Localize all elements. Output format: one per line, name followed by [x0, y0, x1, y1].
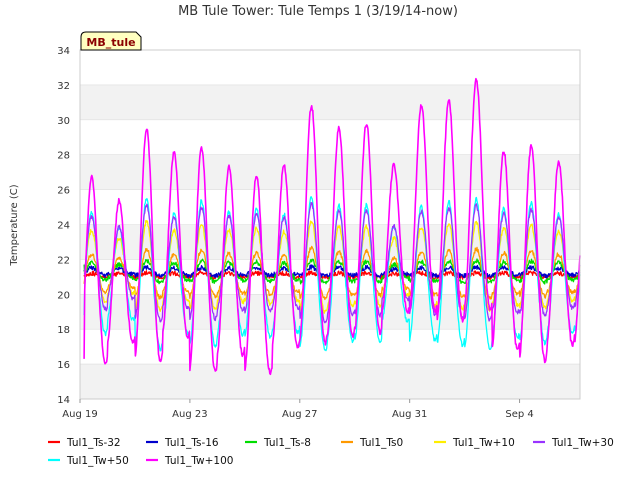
- chart-title: MB Tule Tower: Tule Temps 1 (3/19/14-now…: [178, 4, 458, 19]
- plot-frame: [79, 49, 581, 400]
- x-tick-label: Aug 23: [172, 409, 207, 420]
- legend-item: Tul1_Tw+100: [146, 455, 233, 467]
- x-tick-label: Aug 31: [392, 409, 427, 420]
- x-tick-label: Sep 4: [505, 409, 533, 420]
- legend-label: Tul1_Tw+50: [66, 455, 129, 467]
- legend-item: Tul1_Ts-8: [245, 437, 311, 449]
- grid-band: [80, 224, 580, 260]
- legend-item: Tul1_Ts-16: [146, 437, 219, 449]
- series-layer: [83, 77, 581, 376]
- legend-label: Tul1_Ts-8: [263, 437, 311, 449]
- x-tick-label: Aug 19: [62, 409, 97, 420]
- y-tick-label: 34: [57, 46, 70, 57]
- legend-item: Tul1_Ts0: [341, 437, 403, 449]
- site-label-badge: MB_tule: [80, 31, 142, 51]
- y-tick-label: 16: [57, 360, 70, 371]
- legend-label: Tul1_Tw+30: [551, 437, 614, 449]
- y-axis: 14 16 18 20 22 24 26 28 30 32 34: [57, 46, 70, 406]
- y-tick-label: 22: [57, 255, 70, 266]
- y-tick-label: 20: [57, 290, 70, 301]
- legend-item: Tul1_Ts-32: [48, 437, 121, 449]
- x-axis: Aug 19 Aug 23 Aug 27 Aug 31 Sep 4: [62, 399, 534, 420]
- y-tick-label: 30: [57, 116, 70, 127]
- y-tick-label: 18: [57, 325, 70, 336]
- legend-item: Tul1_Tw+10: [434, 437, 515, 449]
- site-label-text: MB_tule: [86, 36, 135, 49]
- y-tick-label: 26: [57, 186, 70, 197]
- legend: Tul1_Ts-32 Tul1_Ts-16 Tul1_Ts-8 Tul1_Ts0 Tul…: [48, 437, 614, 467]
- legend-item: Tul1_Tw+30: [533, 437, 614, 449]
- y-axis-label: Temperature (C): [9, 184, 20, 266]
- legend-label: Tul1_Tw+100: [164, 455, 233, 467]
- x-tick-label: Aug 27: [282, 409, 317, 420]
- legend-label: Tul1_Tw+10: [452, 437, 515, 449]
- y-tick-label: 14: [57, 395, 70, 406]
- legend-item: Tul1_Tw+50: [48, 455, 129, 467]
- series-line-tul1-tw-50: [83, 196, 581, 352]
- y-tick-label: 32: [57, 81, 70, 92]
- y-tick-label: 28: [57, 151, 70, 162]
- grid-band: [80, 364, 580, 399]
- grid-band: [80, 154, 580, 190]
- y-tick-label: 24: [57, 221, 70, 232]
- legend-label: Tul1_Ts0: [359, 437, 403, 449]
- grid-band: [80, 84, 580, 120]
- series-line-tul1-tw-100: [83, 77, 581, 376]
- legend-label: Tul1_Ts-16: [164, 437, 219, 449]
- site-label-box: [80, 31, 142, 51]
- legend-label: Tul1_Ts-32: [66, 437, 121, 449]
